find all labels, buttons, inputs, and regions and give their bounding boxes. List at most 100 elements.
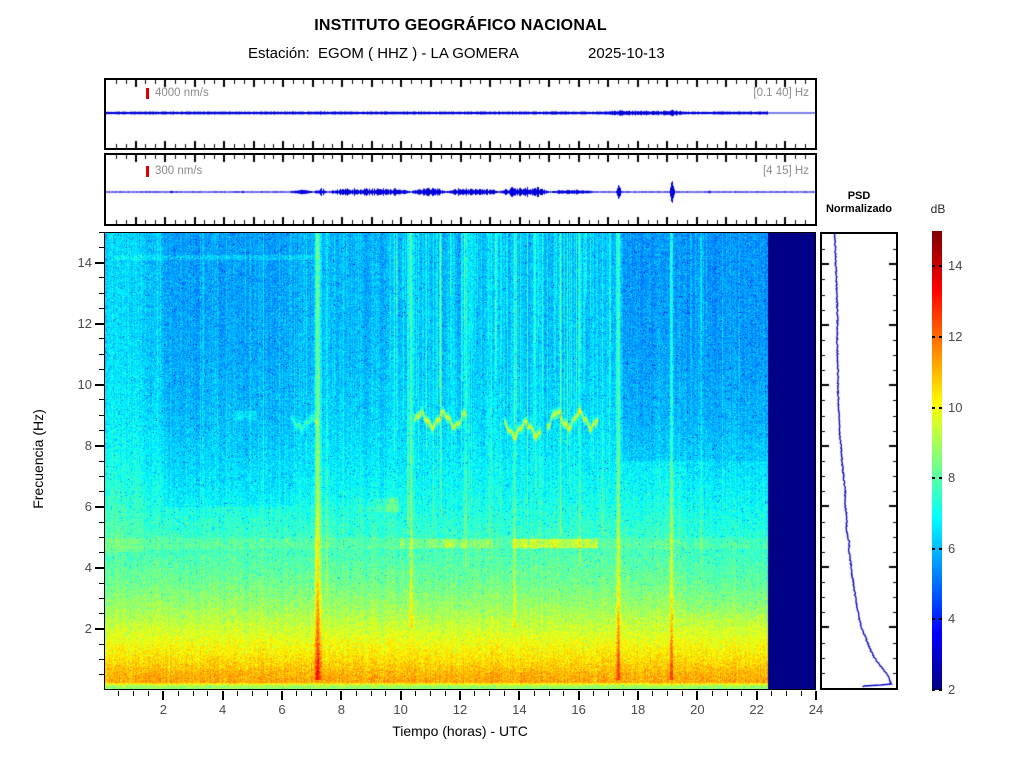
x-axis-tick [266,691,268,696]
colorbar-tick-label: 14 [948,258,963,274]
colorbar-tick-label: 10 [948,399,963,415]
y-axis-tick [95,566,104,569]
y-axis-tick [95,444,104,447]
x-axis-tick [399,691,402,700]
x-axis-tick-label: 2 [159,702,167,717]
x-axis-tick [326,691,327,696]
x-axis-tick [148,691,149,696]
x-axis-tick [563,691,565,696]
y-axis-tick-label: 14 [77,254,92,270]
x-axis-tick [192,691,194,696]
colorbar-tick-label: 6 [948,540,956,556]
y-axis-label: Frecuencia (Hz) [30,409,46,509]
y-axis-tick [95,627,104,630]
x-axis-tick [607,691,609,696]
x-axis-tick [682,691,683,696]
trace2-filter-label: [4 15] Hz [762,165,809,177]
x-axis-label: Tiempo (horas) - UTC [392,723,528,739]
x-axis-tick-label: 20 [690,702,705,717]
x-axis-tick [593,691,594,696]
x-axis-tick [177,691,179,696]
x-axis-tick-label: 8 [337,702,345,717]
y-axis-tick-label: 6 [84,498,92,514]
x-axis-tick [162,691,165,700]
y-axis-tick [95,383,104,386]
colorbar [932,231,942,690]
x-axis-tick [755,691,758,700]
trace2-scale-label: 300 nm/s [155,165,203,177]
x-axis-tick [652,691,654,696]
x-axis-tick [311,691,313,696]
x-axis-tick [118,691,120,696]
y-axis-tick-label: 10 [77,376,92,392]
y-axis-tick-label: 4 [84,559,92,575]
psd-curve-canvas [822,234,896,688]
x-axis-tick [281,691,283,700]
x-axis-tick [489,691,491,696]
colorbar-tick-label: 4 [948,611,956,627]
x-axis-tick [696,691,699,700]
x-axis-tick [429,691,431,696]
x-axis-tick-label: 6 [278,702,286,717]
x-axis-tick [637,691,639,700]
page-title: INSTITUTO GEOGRÁFICO NACIONAL [314,17,607,34]
y-axis-tick [95,505,104,508]
x-axis-tick [548,691,550,696]
y-axis-tick-label: 12 [77,315,92,331]
x-axis-tick [711,691,713,696]
x-axis-tick [815,691,817,700]
x-axis-tick [207,691,209,696]
scale-marker-icon [146,166,149,177]
x-axis-tick [370,691,372,696]
x-axis-tick [444,691,446,696]
y-axis-tick-label: 2 [84,620,92,636]
seismogram-broadband-panel: 4000 nm/s [0.1 40] Hz [104,78,817,150]
x-axis-tick [577,691,580,700]
x-axis-tick [251,691,253,696]
seismogram-filtered-canvas [106,155,815,224]
y-axis-tick [95,322,104,325]
x-axis-tick-label: 12 [452,702,468,717]
x-axis-tick [459,691,461,700]
x-axis-tick [533,691,535,696]
spectrogram-canvas [105,233,815,689]
x-axis-tick [800,691,802,696]
x-axis-tick [771,691,772,696]
x-axis-tick [237,691,238,696]
x-axis-tick [622,691,624,696]
x-axis-tick [741,691,743,696]
x-axis-tick [296,691,298,696]
x-axis-tick-label: 4 [219,702,227,717]
trace1-scale-label: 4000 nm/s [155,87,209,99]
x-axis-tick [355,691,357,696]
y-axis-tick [95,261,104,264]
spectrogram-panel [104,232,816,690]
station-subtitle: Estación: EGOM ( HHZ ) - LA GOMERA [248,45,519,62]
x-axis-tick-label: 22 [749,702,764,717]
x-axis-tick [340,691,343,700]
x-axis-tick-label: 18 [630,702,646,717]
x-axis-tick-label: 16 [571,702,586,717]
x-axis-tick [504,691,505,696]
seismogram-broadband-canvas [106,80,815,148]
scale-marker-icon [146,88,149,99]
x-axis-tick [415,691,416,696]
x-axis-tick [726,691,728,696]
x-axis-tick [221,691,224,700]
x-axis-tick-label: 24 [808,702,824,717]
x-axis-tick-label: 10 [393,702,408,717]
date-label: 2025-10-13 [588,45,665,62]
colorbar-tick-label: 8 [948,470,956,486]
colorbar-units-label: dB [930,202,946,216]
psd-panel-title: PSD Normalizado [825,190,892,215]
trace1-filter-label: [0.1 40] Hz [753,87,809,99]
x-axis-tick-label: 14 [512,702,527,717]
seismogram-filtered-panel: 300 nm/s [4 15] Hz [104,153,817,226]
x-axis-tick [785,691,787,696]
x-axis-tick [133,691,135,696]
x-axis-tick [518,691,521,700]
x-axis-tick [474,691,476,696]
colorbar-tick-label: 12 [948,328,963,344]
y-axis-tick-label: 8 [84,437,92,453]
psd-panel [820,232,898,690]
